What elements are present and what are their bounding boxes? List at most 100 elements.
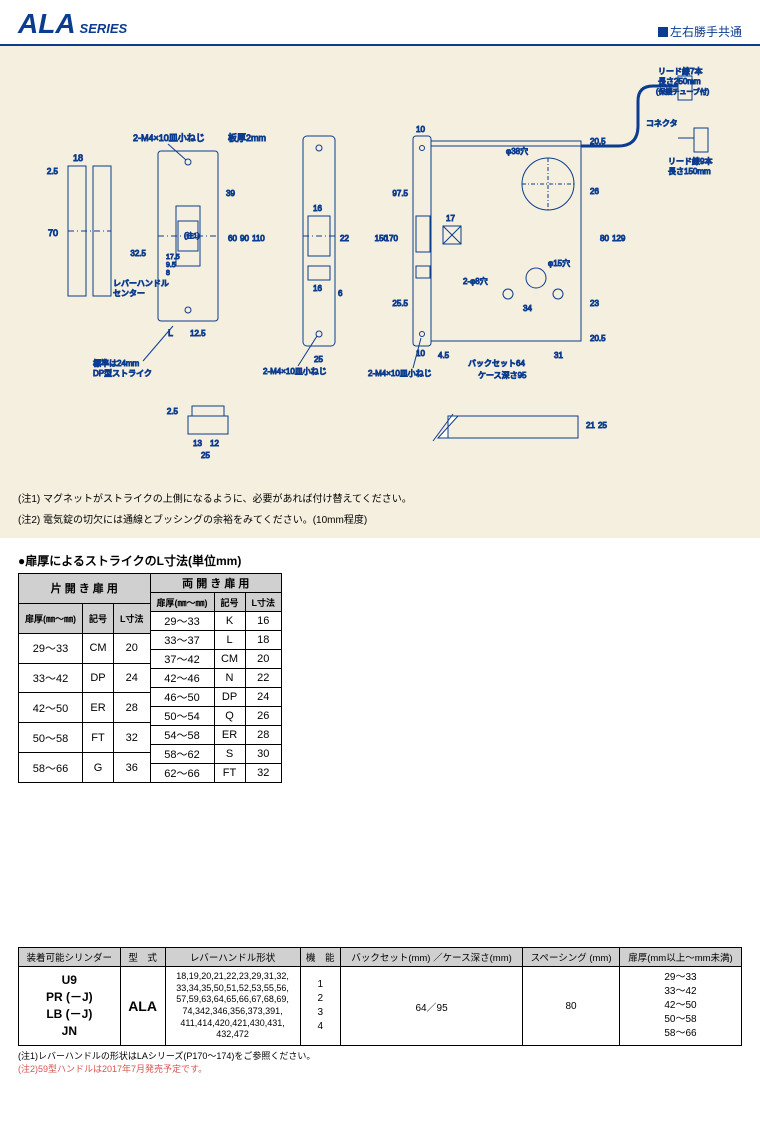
cell: 32 <box>114 723 151 753</box>
cell: 33～42 <box>19 663 83 693</box>
svg-text:20.5: 20.5 <box>590 334 606 343</box>
svg-text:26: 26 <box>590 187 599 196</box>
svg-text:25: 25 <box>201 451 210 460</box>
cell: S <box>214 745 245 764</box>
svg-text:16: 16 <box>313 284 322 293</box>
h: バックセット(mm) ／ケース深さ(mm) <box>340 948 522 967</box>
cell: K <box>214 612 245 631</box>
svg-text:16: 16 <box>313 204 322 213</box>
cell: 28 <box>114 693 151 723</box>
svg-text:150: 150 <box>375 234 389 243</box>
cell: 20 <box>114 633 151 663</box>
svg-text:2.5: 2.5 <box>47 167 59 176</box>
svg-text:2.5: 2.5 <box>167 407 179 416</box>
h: 型 式 <box>120 948 165 967</box>
header-right: 左右勝手共通 <box>658 23 742 40</box>
h: 装着可能シリンダー <box>19 948 121 967</box>
svg-text:17: 17 <box>446 214 455 223</box>
spacing-cell: 80 <box>523 967 620 1046</box>
svg-text:2-φ8穴: 2-φ8穴 <box>463 276 488 286</box>
table-row: 50～58FT32 <box>19 723 151 753</box>
svg-text:13: 13 <box>193 439 202 448</box>
cell: DP <box>83 663 114 693</box>
cell: 32 <box>245 764 282 783</box>
cell: 29～33 <box>150 612 214 631</box>
spec-table: 装着可能シリンダー 型 式 レバーハンドル形状 機 能 バックセット(mm) ／… <box>18 947 742 1046</box>
diagram-note-1: (注1) マグネットがストライクの上側になるように、必要があれば付け替えてくださ… <box>18 492 742 507</box>
svg-text:板厚2mm: 板厚2mm <box>228 132 266 143</box>
svg-text:ケース深さ95: ケース深さ95 <box>478 371 527 380</box>
svg-text:39: 39 <box>226 189 235 198</box>
svg-text:97.5: 97.5 <box>392 189 408 198</box>
col: 扉厚(㎜～㎜) <box>150 593 214 612</box>
footnote-2: (注2)59型ハンドルは2017年7月発売予定です。 <box>18 1063 742 1076</box>
cell: 62～66 <box>150 764 214 783</box>
cell: G <box>83 753 114 783</box>
strike-tables: 片 開 き 扉 用 扉厚(㎜～㎜) 記号 L寸法 29～33CM2033～42D… <box>18 573 742 783</box>
svg-text:22: 22 <box>340 234 349 243</box>
svg-text:6: 6 <box>338 289 343 298</box>
svg-text:リード線9本: リード線9本 <box>668 156 712 166</box>
cylinder-cell: U9PR (－J)LB (－J)JN <box>19 967 121 1046</box>
table-row: 29～33K16 <box>150 612 282 631</box>
footnotes: (注1)レバーハンドルの形状はLAシリーズ(P170～174)をご参照ください。… <box>0 1046 760 1079</box>
cell: ER <box>83 693 114 723</box>
svg-text:コネクタ: コネクタ <box>646 119 678 128</box>
svg-text:25: 25 <box>598 421 607 430</box>
cell: 50～58 <box>19 723 83 753</box>
cell: DP <box>214 688 245 707</box>
svg-text:31: 31 <box>554 351 563 360</box>
svg-text:8: 8 <box>166 270 170 277</box>
strike-section: ●扉厚によるストライクのL寸法(単位mm) 片 開 き 扉 用 扉厚(㎜～㎜) … <box>0 538 760 797</box>
table-row: 37～42CM20 <box>150 650 282 669</box>
col: 記号 <box>83 603 114 633</box>
cell: 42～50 <box>19 693 83 723</box>
double-rows: 29～33K1633～37L1837～42CM2042～46N2246～50DP… <box>150 612 282 783</box>
cell: CM <box>214 650 245 669</box>
cell: 37～42 <box>150 650 214 669</box>
svg-text:標準は24mm: 標準は24mm <box>93 358 140 368</box>
cell: FT <box>83 723 114 753</box>
series-title: ALA SERIES <box>18 8 127 40</box>
svg-text:リード線7本: リード線7本 <box>658 66 702 76</box>
svg-text:23: 23 <box>590 299 599 308</box>
table-row: 50～54Q26 <box>150 707 282 726</box>
cell: 58～62 <box>150 745 214 764</box>
cell: 50～54 <box>150 707 214 726</box>
svg-text:70: 70 <box>48 228 58 238</box>
header-right-label: 左右勝手共通 <box>670 23 742 40</box>
cell: N <box>214 669 245 688</box>
table-row: 58～62S30 <box>150 745 282 764</box>
table-row: 54～58ER28 <box>150 726 282 745</box>
h: 機 能 <box>300 948 340 967</box>
cell: 28 <box>245 726 282 745</box>
table-row: 33～37L18 <box>150 631 282 650</box>
table-row: 42～46N22 <box>150 669 282 688</box>
cell: 24 <box>245 688 282 707</box>
table-row: 62～66FT32 <box>150 764 282 783</box>
technical-drawing: 70 18 2.5 (注1) 2-M4×10皿小ねじ 板厚2mm 39 60 9… <box>18 66 742 486</box>
series-sub: SERIES <box>80 21 128 36</box>
svg-text:2-M4×10皿小ねじ: 2-M4×10皿小ねじ <box>133 133 205 143</box>
svg-text:センター: センター <box>113 289 145 298</box>
square-icon <box>658 27 668 37</box>
table-row: 42～50ER28 <box>19 693 151 723</box>
cell: 58～66 <box>19 753 83 783</box>
svg-text:9.5: 9.5 <box>166 262 176 269</box>
diagram-area: 70 18 2.5 (注1) 2-M4×10皿小ねじ 板厚2mm 39 60 9… <box>0 46 760 538</box>
cell: 33～37 <box>150 631 214 650</box>
svg-text:18: 18 <box>73 153 83 163</box>
table-row: 29～33CM20 <box>19 633 151 663</box>
cell: 30 <box>245 745 282 764</box>
func-cell: 1234 <box>300 967 340 1046</box>
svg-text:60: 60 <box>228 234 237 243</box>
svg-text:12: 12 <box>210 439 219 448</box>
svg-text:25.5: 25.5 <box>392 299 408 308</box>
cell: 16 <box>245 612 282 631</box>
table-row: 58～66G36 <box>19 753 151 783</box>
h: 扉厚(mm以上～mm未満) <box>619 948 741 967</box>
strike-table-single: 片 開 き 扉 用 扉厚(㎜～㎜) 記号 L寸法 29～33CM2033～42D… <box>18 573 151 783</box>
svg-text:25: 25 <box>314 355 323 364</box>
cell: Q <box>214 707 245 726</box>
svg-text:32.5: 32.5 <box>130 249 146 258</box>
